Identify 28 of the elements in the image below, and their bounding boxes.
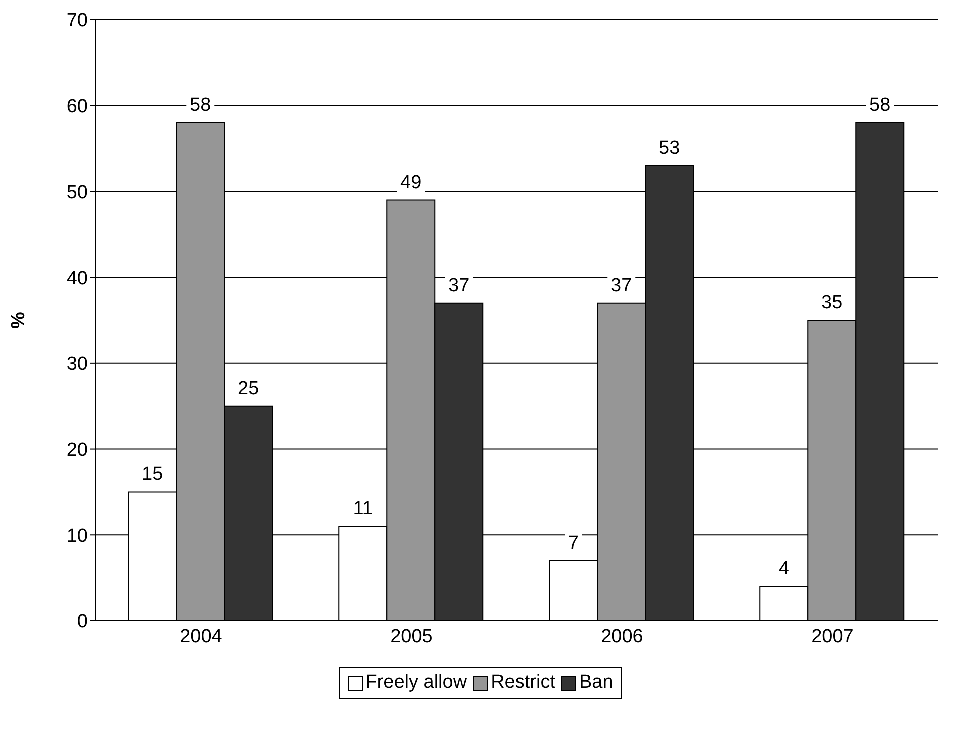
data-label: 15 — [142, 464, 164, 486]
legend-label: Ban — [579, 672, 614, 694]
data-label: 7 — [568, 532, 579, 554]
y-tick-label: 20 — [66, 440, 88, 462]
data-label: 35 — [822, 292, 843, 314]
y-tick-label: 60 — [66, 96, 88, 118]
x-tick-label: 2005 — [390, 626, 433, 648]
y-tick-label: 50 — [66, 182, 88, 204]
legend-label: Restrict — [491, 672, 556, 694]
y-tick-label: 30 — [66, 354, 88, 376]
x-tick-label: 2004 — [180, 626, 223, 648]
x-tick-label: 2006 — [601, 626, 644, 648]
y-tick-label: 70 — [66, 10, 88, 32]
x-tick-label: 2007 — [812, 626, 854, 648]
data-label: 58 — [190, 95, 212, 116]
data-label: 11 — [353, 498, 373, 520]
data-label: 53 — [659, 138, 680, 159]
legend-label: Freely allow — [366, 672, 468, 694]
data-label: 49 — [400, 172, 422, 194]
y-tick-label: 0 — [77, 612, 88, 633]
data-label: 37 — [611, 275, 632, 296]
data-label: 25 — [238, 378, 260, 400]
data-label: 58 — [870, 95, 891, 116]
data-label: 4 — [778, 558, 790, 580]
y-axis-title: % — [8, 312, 30, 329]
y-tick-label: 40 — [66, 268, 88, 290]
y-tick-label: 10 — [66, 526, 88, 547]
data-label: 37 — [448, 275, 470, 296]
